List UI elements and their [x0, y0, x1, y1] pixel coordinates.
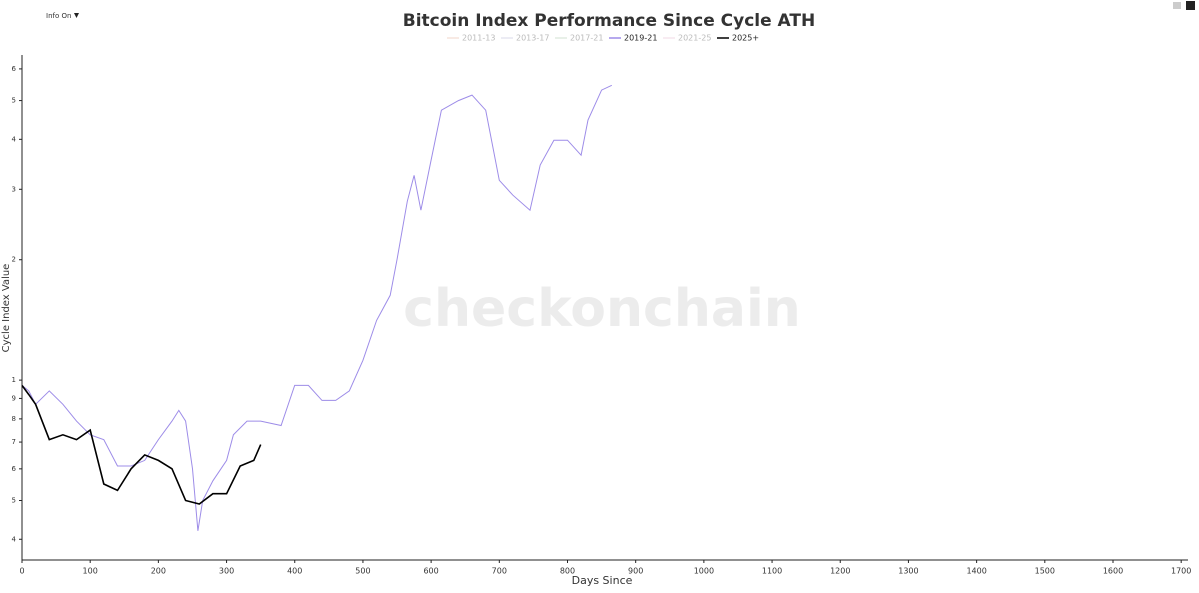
legend-label[interactable]: 2017-21: [570, 34, 603, 43]
x-tick-label: 1000: [694, 567, 714, 576]
x-axis-label: Days Since: [572, 574, 633, 587]
x-tick-label: 0: [19, 567, 24, 576]
watermark: checkonchain: [403, 279, 801, 339]
x-tick-label: 700: [492, 567, 507, 576]
series-line: [21, 84, 613, 531]
y-tick-label: 4: [12, 135, 17, 143]
legend-label[interactable]: 2013-17: [516, 34, 549, 43]
x-tick-label: 1300: [898, 567, 918, 576]
x-tick-label: 600: [423, 567, 438, 576]
y-tick-label: 6: [12, 465, 17, 473]
x-tick-label: 800: [560, 567, 575, 576]
series-line: [21, 384, 262, 505]
legend-label[interactable]: 2025+: [732, 34, 759, 43]
x-tick-label: 400: [287, 567, 302, 576]
y-tick-label: 4: [12, 535, 17, 543]
y-tick-label: 5: [12, 497, 16, 505]
y-tick-label: 1: [12, 376, 16, 384]
x-tick-label: 1400: [966, 567, 986, 576]
legend-label[interactable]: 2011-13: [462, 34, 495, 43]
y-tick-label: 3: [12, 185, 16, 193]
x-tick-label: 500: [355, 567, 370, 576]
y-tick-label: 6: [12, 65, 17, 73]
chart-title: Bitcoin Index Performance Since Cycle AT…: [403, 11, 815, 31]
x-tick-label: 1200: [830, 567, 850, 576]
menu-arrow[interactable]: [74, 13, 79, 18]
y-tick-label: 2: [12, 256, 16, 264]
legend-label[interactable]: 2019-21: [624, 34, 657, 43]
camera-icon[interactable]: [1173, 2, 1181, 9]
y-tick-label: 9: [12, 394, 16, 402]
x-tick-label: 1600: [1103, 567, 1123, 576]
x-tick-label: 300: [219, 567, 234, 576]
menu[interactable]: Info On: [46, 12, 71, 20]
logo-icon[interactable]: [1186, 1, 1195, 10]
y-tick-label: 5: [12, 97, 16, 105]
legend-label[interactable]: 2021-25: [678, 34, 711, 43]
y-axis-label: Cycle Index Value: [1, 264, 12, 353]
x-tick-label: 200: [151, 567, 166, 576]
x-tick-label: 1500: [1035, 567, 1055, 576]
y-tick-label: 8: [12, 415, 16, 423]
y-tick-label: 7: [12, 438, 16, 446]
x-tick-label: 1100: [762, 567, 782, 576]
x-tick-label: 100: [83, 567, 98, 576]
x-tick-label: 1700: [1171, 567, 1191, 576]
x-tick-label: 900: [628, 567, 643, 576]
